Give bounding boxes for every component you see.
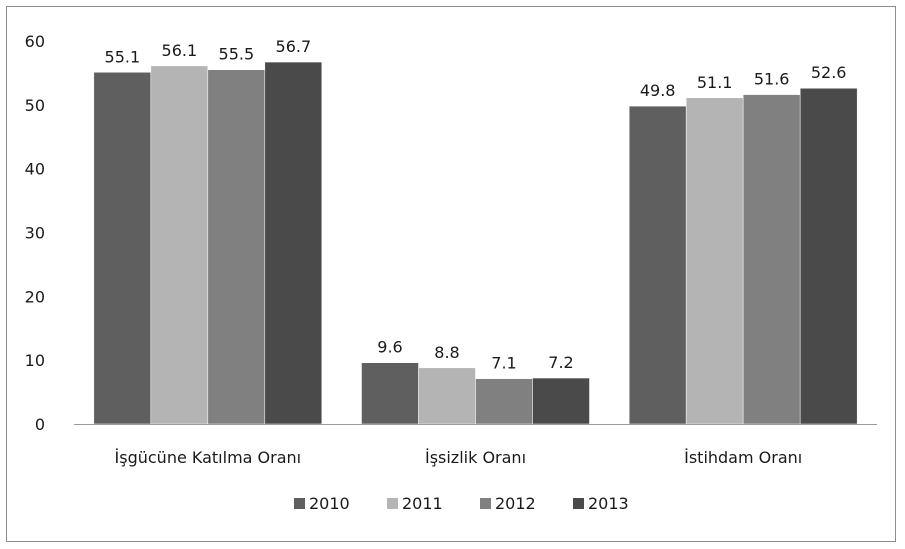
category-label: İşsizlik Oranı [425,448,526,467]
data-label-2010: 9.6 [377,338,402,357]
category-label: İşgücüne Katılma Oranı [115,448,302,467]
bar-2011 [418,367,476,425]
data-labels: 55.1 56.1 55.5 56.7 9.6 8.8 7.1 7.2 49.8 51.1 51.6… [105,37,847,373]
legend-swatch-2013 [573,498,584,509]
legend-label-2012: 2012 [495,494,536,513]
bar-2010 [361,362,419,425]
data-label-2013: 56.7 [276,37,312,56]
bar-2012 [742,94,801,425]
legend-swatch-2010 [294,498,305,509]
bar-chart: 0 10 20 30 40 50 60 55.1 56.1 55.5 56.7 9.6 8.8 7.1 7… [25,32,877,513]
data-label-2013: 7.2 [548,353,573,372]
data-label-2012: 7.1 [491,354,516,373]
bar-2013 [532,377,590,425]
category-labels: İşgücüne Katılma Oranı İşsizlik Oranı İsti… [115,448,803,467]
data-label-2012: 51.6 [754,70,790,89]
y-axis-ticks: 0 10 20 30 40 50 60 [25,32,45,434]
y-tick-label: 10 [25,351,45,370]
legend-label-2011: 2011 [402,494,443,513]
data-label-2012: 55.5 [219,45,255,64]
chart-frame: 0 10 20 30 40 50 60 55.1 56.1 55.5 56.7 9.6 8.8 7.1 7… [6,6,896,542]
category-label: İstihdam Oranı [684,448,802,467]
legend-swatch-2012 [480,498,491,509]
data-label-2011: 56.1 [162,41,198,60]
legend: 2010 2011 2012 2013 [294,494,629,513]
y-tick-label: 0 [35,415,45,434]
data-label-2010: 55.1 [105,47,141,66]
y-tick-label: 40 [25,160,45,179]
bar-2012 [475,378,533,425]
y-tick-label: 30 [25,224,45,243]
bar-2011 [685,97,744,425]
legend-label-2010: 2010 [309,494,350,513]
bar-2010 [628,105,687,425]
data-label-2011: 8.8 [434,343,459,362]
y-tick-label: 20 [25,287,45,306]
data-label-2010: 49.8 [640,81,676,100]
data-label-2013: 52.6 [811,63,847,82]
bar-2010 [93,72,152,425]
y-tick-label: 60 [25,32,45,51]
bar-2012 [207,69,266,425]
data-label-2011: 51.1 [697,73,733,92]
y-tick-label: 50 [25,96,45,115]
bar-2011 [150,65,209,425]
bars [93,61,858,425]
bar-2013 [264,61,323,425]
bar-2013 [799,87,858,425]
legend-swatch-2011 [387,498,398,509]
legend-label-2013: 2013 [588,494,629,513]
